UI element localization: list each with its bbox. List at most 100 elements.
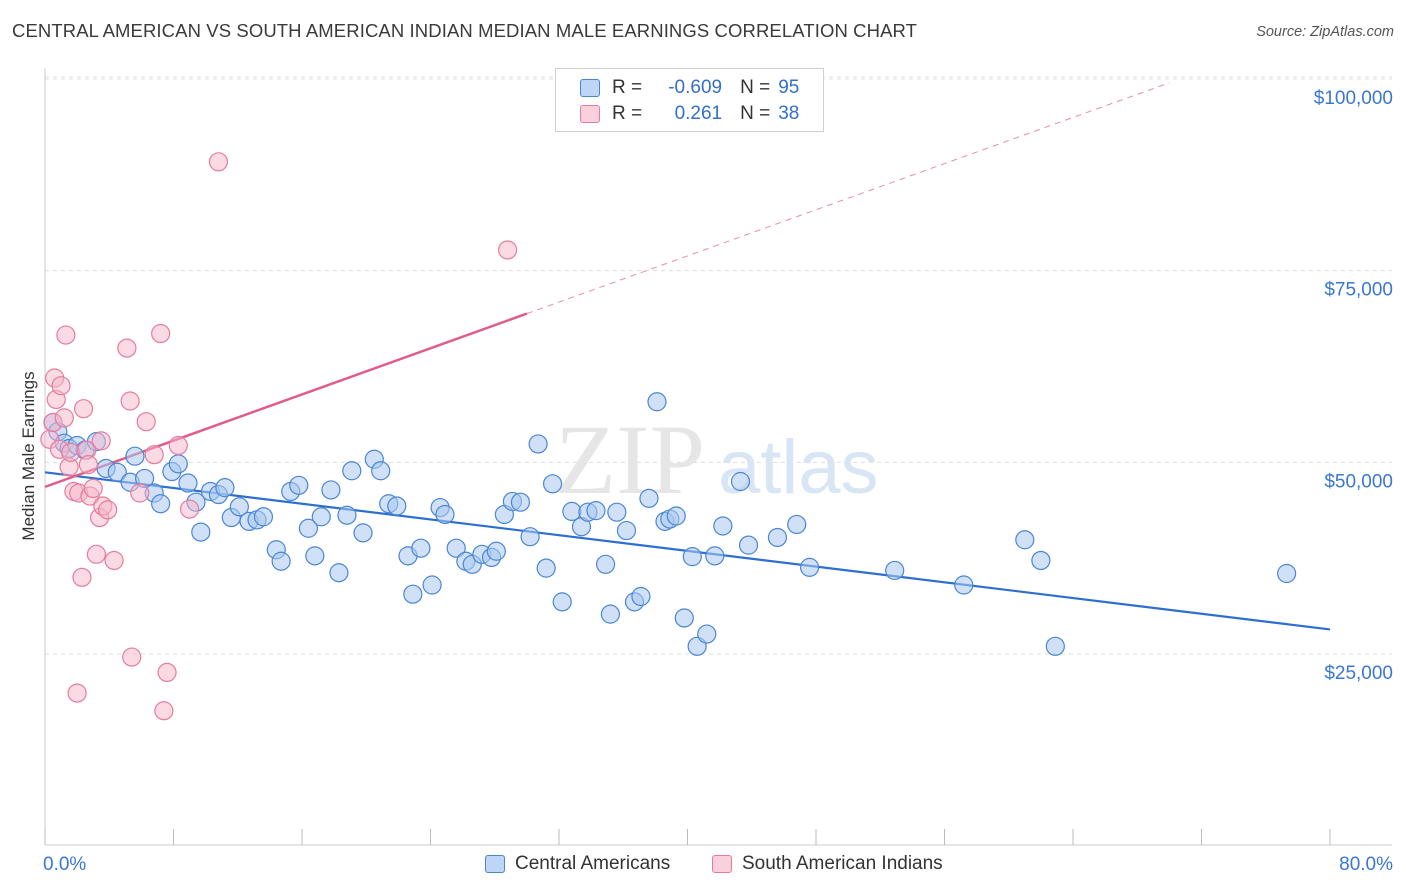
axis-labels: $25,000 $50,000 $75,000 $100,000 0.0% 80.0% Me… xyxy=(19,88,1393,875)
point-central-67 xyxy=(595,554,616,574)
trend-line-south xyxy=(44,312,528,489)
source-label: Source: ZipAtlas.com xyxy=(1256,24,1394,40)
point-central-44 xyxy=(403,584,423,604)
point-central-16 xyxy=(178,473,198,493)
point-central-26 xyxy=(253,507,274,527)
point-south-37 xyxy=(498,240,518,260)
point-central-93 xyxy=(1045,636,1065,656)
point-central-8 xyxy=(107,462,127,482)
point-south-36 xyxy=(208,152,229,172)
legend-swatch-blue xyxy=(580,79,600,97)
y-tick-label-3: $100,000 xyxy=(1314,88,1393,109)
watermark-atlas: atlas xyxy=(718,425,879,510)
point-central-82 xyxy=(705,546,725,566)
legend-r-value-2: 0.261 xyxy=(674,103,723,124)
point-south-24 xyxy=(104,550,124,571)
point-central-81 xyxy=(697,624,717,644)
trend-line-south-extended xyxy=(526,82,1170,315)
point-central-45 xyxy=(411,538,431,558)
y-tick-label-0: $25,000 xyxy=(1324,663,1393,684)
point-central-89 xyxy=(885,560,905,581)
point-south-7 xyxy=(56,325,76,345)
x-tick-label-0: 0.0% xyxy=(43,854,86,875)
point-south-32 xyxy=(154,701,174,721)
point-central-63 xyxy=(562,501,582,521)
data-points xyxy=(40,152,1297,721)
point-central-61 xyxy=(542,474,563,494)
point-south-25 xyxy=(117,338,137,358)
point-central-77 xyxy=(666,506,686,526)
bottom-legend-label-south: South American Indians xyxy=(742,853,943,874)
point-central-59 xyxy=(528,434,548,454)
point-south-16 xyxy=(78,455,98,475)
point-central-84 xyxy=(730,471,751,492)
watermark-zip: ZIP xyxy=(555,404,705,515)
point-central-94 xyxy=(1277,563,1297,584)
point-central-30 xyxy=(289,475,309,495)
point-central-54 xyxy=(486,541,506,561)
point-central-68 xyxy=(600,604,621,624)
point-central-79 xyxy=(682,547,702,567)
trend-lines xyxy=(44,82,1331,631)
point-central-92 xyxy=(1031,550,1051,571)
point-central-46 xyxy=(422,575,442,595)
point-south-18 xyxy=(83,478,103,498)
point-central-23 xyxy=(229,497,249,517)
point-central-21 xyxy=(215,478,235,498)
legend-n-value-1: 95 xyxy=(778,77,800,98)
point-south-33 xyxy=(157,662,177,683)
point-south-34 xyxy=(168,435,188,456)
legend-n-label-2: N = xyxy=(740,103,771,124)
point-south-28 xyxy=(130,483,150,503)
point-central-90 xyxy=(954,575,974,595)
point-central-85 xyxy=(738,535,759,555)
point-central-36 xyxy=(337,505,357,525)
point-central-18 xyxy=(191,522,211,542)
legend-n-value-2: 38 xyxy=(778,103,800,124)
point-south-19 xyxy=(86,544,107,564)
y-tick-label-2: $75,000 xyxy=(1324,280,1393,301)
bottom-legend-label-central: Central Americans xyxy=(515,853,671,874)
point-central-87 xyxy=(787,514,807,535)
point-central-33 xyxy=(311,507,331,527)
point-south-11 xyxy=(67,683,87,703)
point-south-14 xyxy=(73,399,94,419)
point-south-30 xyxy=(144,445,164,465)
stats-legend: R = -0.609 N = 95 R = 0.261 N = 38 xyxy=(555,68,824,132)
point-south-6 xyxy=(54,408,74,428)
point-central-69 xyxy=(607,502,627,522)
point-central-62 xyxy=(552,592,572,612)
point-central-60 xyxy=(536,558,556,578)
point-central-37 xyxy=(342,461,362,481)
axes xyxy=(44,68,1392,846)
point-central-73 xyxy=(639,488,659,508)
point-central-83 xyxy=(713,516,733,536)
legend-swatch-pink xyxy=(580,105,600,123)
point-south-23 xyxy=(98,500,118,520)
bottom-legend-south: South American Indians xyxy=(712,853,943,875)
point-south-13 xyxy=(72,567,92,587)
bottom-swatch-blue xyxy=(485,855,505,873)
point-south-29 xyxy=(136,412,156,432)
bottom-swatch-pink xyxy=(712,855,732,873)
point-central-72 xyxy=(631,586,651,607)
legend-r-value-1: -0.609 xyxy=(668,77,723,98)
point-central-40 xyxy=(371,461,391,481)
legend-row-central: R = -0.609 N = 95 xyxy=(580,77,799,99)
point-central-38 xyxy=(353,523,373,543)
legend-r-label-1: R = xyxy=(612,77,643,98)
point-central-48 xyxy=(435,504,455,525)
point-central-49 xyxy=(446,538,466,558)
point-south-27 xyxy=(122,647,142,667)
chart-title: CENTRAL AMERICAN VS SOUTH AMERICAN INDIA… xyxy=(12,20,918,41)
y-tick-label-1: $50,000 xyxy=(1324,471,1393,492)
legend-r-label-2: R = xyxy=(612,103,643,124)
point-central-58 xyxy=(520,527,540,547)
point-south-9 xyxy=(61,442,81,462)
point-south-21 xyxy=(91,431,111,451)
point-central-78 xyxy=(674,608,694,628)
point-central-28 xyxy=(271,551,291,571)
point-central-57 xyxy=(510,492,531,512)
watermark: ZIP atlas xyxy=(555,404,879,515)
